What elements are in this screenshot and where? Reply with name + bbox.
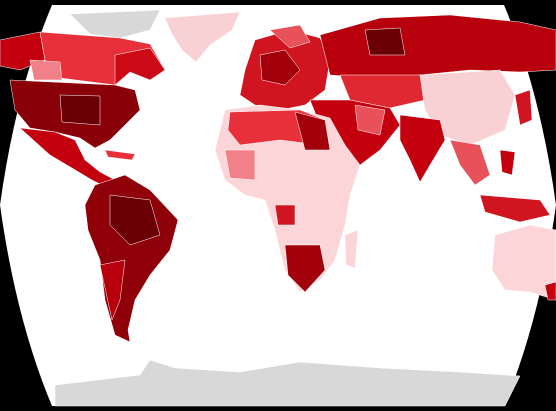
greenland <box>164 11 241 63</box>
chile-argentina <box>99 259 126 321</box>
china <box>419 69 516 146</box>
europe-central <box>259 49 301 86</box>
countries <box>0 9 556 407</box>
russia-west <box>364 27 406 56</box>
indonesia <box>479 194 551 223</box>
south-africa <box>284 244 326 293</box>
caribbean <box>104 149 136 161</box>
west-africa <box>224 149 256 181</box>
canada-bc <box>29 59 63 81</box>
scandinavia <box>269 24 311 49</box>
japan <box>514 89 533 126</box>
gabon <box>274 204 296 226</box>
philippines <box>499 149 516 176</box>
new-zealand <box>544 281 556 301</box>
iran <box>354 104 386 136</box>
arctic-islands <box>69 9 161 39</box>
southeast-asia <box>449 139 491 186</box>
india <box>399 114 446 183</box>
egypt <box>294 111 331 151</box>
australia <box>491 224 556 301</box>
brazil-north <box>109 194 161 246</box>
central-asia <box>339 74 426 109</box>
antarctica <box>54 359 521 407</box>
united-states-central <box>59 94 101 126</box>
madagascar <box>344 229 359 269</box>
